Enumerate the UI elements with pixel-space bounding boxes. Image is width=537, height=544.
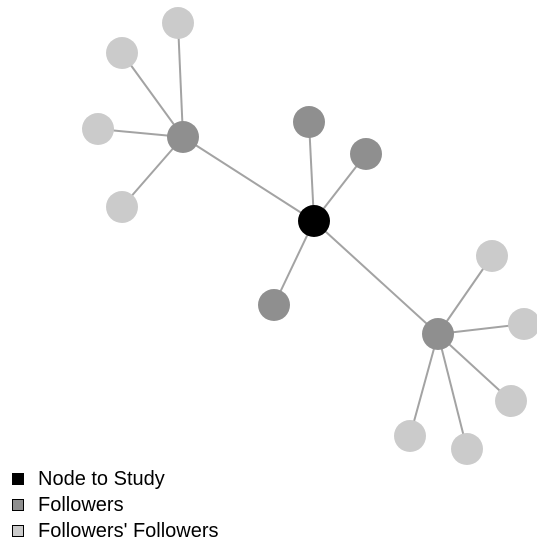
edge-center-f5: [313, 220, 439, 335]
legend-label-study: Node to Study: [38, 467, 165, 490]
node-ff6: [508, 308, 537, 340]
legend-swatch-study: [12, 473, 24, 485]
node-ff4: [106, 191, 138, 223]
node-f1: [167, 121, 199, 153]
node-f2: [293, 106, 325, 138]
legend: Node to Study Followers Followers' Follo…: [12, 466, 219, 544]
node-ff5: [476, 240, 508, 272]
edge-f5-ff8: [437, 333, 468, 450]
legend-swatch-followers-followers: [12, 525, 24, 537]
legend-label-followers: Followers: [38, 493, 124, 516]
edge-center-f2: [308, 121, 315, 222]
node-ff1: [162, 7, 194, 39]
edge-f5-ff7: [437, 333, 512, 402]
node-f5: [422, 318, 454, 350]
legend-item-followers-followers: Followers' Followers: [12, 518, 219, 544]
node-f3: [350, 138, 382, 170]
node-ff8: [451, 433, 483, 465]
legend-label-followers-followers: Followers' Followers: [38, 519, 219, 542]
node-center: [298, 205, 330, 237]
legend-swatch-followers: [12, 499, 24, 511]
node-ff3: [82, 113, 114, 145]
edge-f5-ff9: [409, 333, 439, 437]
edge-f1-ff1: [177, 22, 184, 138]
edge-f1-ff2: [121, 52, 184, 138]
node-f4: [258, 289, 290, 321]
node-ff2: [106, 37, 138, 69]
edge-center-f1: [182, 136, 315, 222]
node-ff9: [394, 420, 426, 452]
legend-item-followers: Followers: [12, 492, 219, 518]
nodes-layer: [82, 7, 537, 465]
node-ff7: [495, 385, 527, 417]
legend-item-study: Node to Study: [12, 466, 219, 492]
